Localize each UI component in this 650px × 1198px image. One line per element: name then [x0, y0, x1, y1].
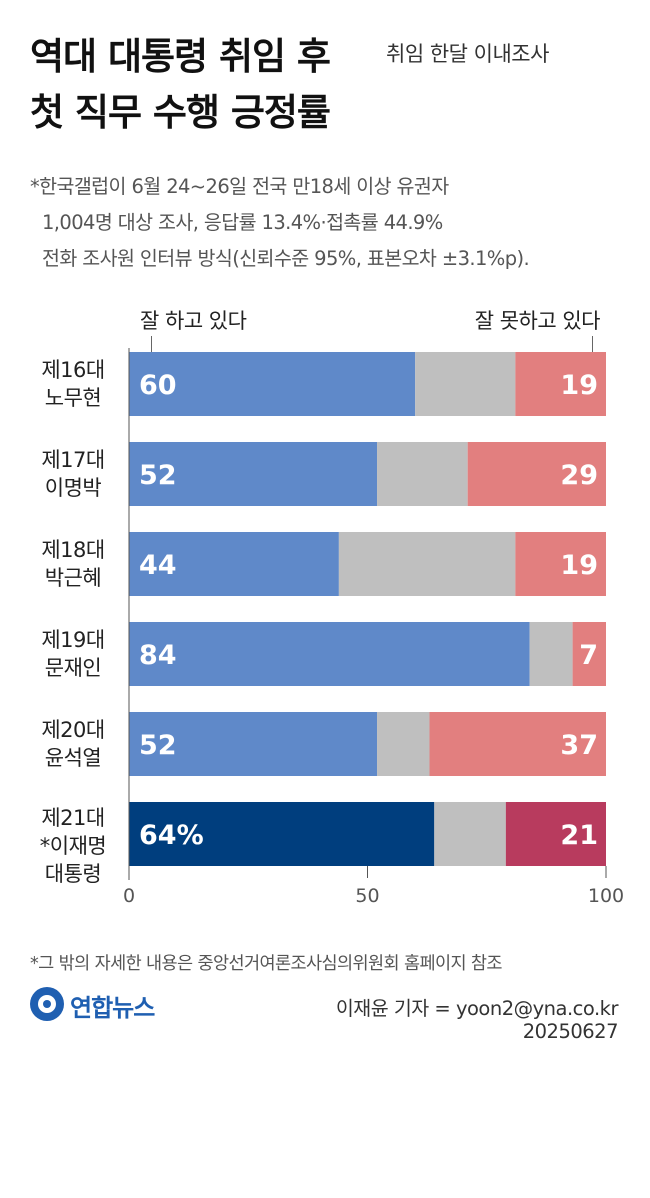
x-tick-label-0: 0: [123, 885, 135, 907]
data-label-positive-0: 60: [139, 370, 177, 401]
bar-segment-negative-2: [515, 532, 606, 596]
row-label-1-line-0: 제17대: [41, 448, 105, 472]
bar-segment-positive-2: [129, 532, 339, 596]
survey-note-line-2: 1,004명 대상 조사, 응답률 13.4%·접촉률 44.9%: [42, 211, 443, 234]
yonhap-logo-text: 연합뉴스: [70, 994, 155, 1022]
survey-note-line-3: 전화 조사원 인터뷰 방식(신뢰수준 95%, 표본오차 ±3.1%p).: [42, 247, 530, 270]
date: 20250627: [522, 1020, 619, 1043]
bar-segment-positive-1: [129, 442, 378, 506]
row-label-5-line-2: 대통령: [44, 862, 102, 886]
bar-segment-positive-4: [129, 712, 378, 776]
bar-segment-negative-0: [515, 352, 606, 416]
page-title-line-1: 역대 대통령 취임 후: [30, 35, 331, 78]
data-label-positive-5: 64%: [139, 820, 204, 851]
data-label-negative-5: 21: [560, 820, 598, 851]
row-label-4-line-0: 제20대: [41, 718, 105, 742]
row-label-0-line-0: 제16대: [41, 358, 105, 382]
data-label-negative-4: 37: [560, 730, 598, 761]
row-label-1-line-1: 이명박: [44, 476, 102, 500]
bar-segment-positive-5: [129, 802, 435, 866]
source-note: *그 밖의 자세한 내용은 중앙선거여론조사심의위원회 홈페이지 참조: [30, 954, 503, 974]
yonhap-logo-icon: [30, 987, 64, 1021]
x-tick-label-2: 100: [588, 885, 624, 907]
row-label-2-line-0: 제18대: [41, 538, 105, 562]
survey-note-line-1: *한국갤럽이 6월 24~26일 전국 만18세 이상 유권자: [30, 175, 449, 198]
row-label-2-line-1: 박근혜: [44, 566, 102, 590]
legend-negative: 잘 못하고 있다: [474, 309, 601, 333]
bar-segment-negative-4: [429, 712, 606, 776]
legend-positive: 잘 하고 있다: [140, 309, 247, 333]
x-tick-label-1: 50: [355, 885, 379, 907]
data-label-positive-1: 52: [139, 460, 177, 491]
bar-segment-middle-2: [338, 532, 516, 596]
bar-segment-negative-5: [505, 802, 606, 866]
legend-negative-pointer: [592, 336, 593, 356]
row-label-4-line-1: 윤석열: [44, 746, 102, 770]
bar-segment-positive-0: [129, 352, 416, 416]
bar-segment-middle-4: [377, 712, 430, 776]
bar-segment-positive-3: [129, 622, 530, 686]
bar-segment-middle-3: [529, 622, 573, 686]
row-label-3-line-1: 문재인: [44, 656, 102, 680]
data-label-positive-2: 44: [139, 550, 177, 581]
row-label-0-line-1: 노무현: [44, 386, 102, 410]
bar-segment-middle-0: [415, 352, 516, 416]
row-label-5-line-0: 제21대: [41, 806, 105, 830]
data-label-negative-1: 29: [560, 460, 598, 491]
bar-segment-negative-1: [467, 442, 606, 506]
data-label-positive-4: 52: [139, 730, 177, 761]
yonhap-logo: 연합뉴스: [30, 985, 210, 1025]
row-label-3-line-0: 제19대: [41, 628, 105, 652]
byline: 이재윤 기자 = yoon2@yna.co.kr: [335, 997, 619, 1020]
legend-positive-pointer: [151, 336, 152, 356]
data-label-negative-2: 19: [560, 550, 598, 581]
bar-segment-negative-3: [572, 622, 606, 686]
bar-segment-middle-1: [377, 442, 468, 506]
subtitle: 취임 한달 이내조사: [386, 42, 549, 66]
data-label-negative-0: 19: [560, 370, 598, 401]
row-label-5-line-1: *이재명: [39, 834, 107, 858]
data-label-positive-3: 84: [139, 640, 177, 671]
data-label-negative-3: 7: [579, 640, 598, 671]
page-title-line-2: 첫 직무 수행 긍정률: [30, 91, 331, 134]
bar-segment-middle-5: [434, 802, 506, 866]
